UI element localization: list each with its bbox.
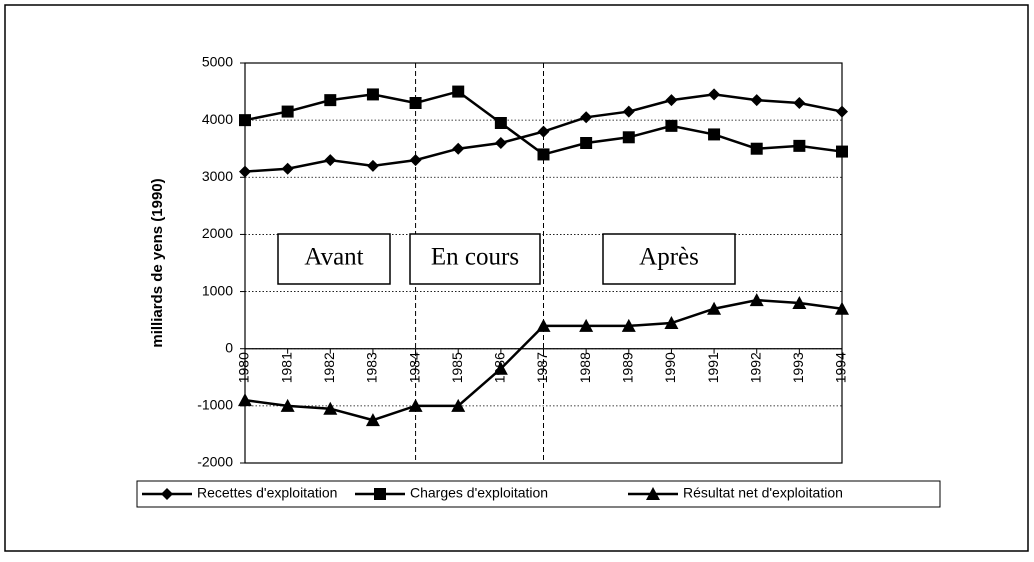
x-tick-label: 1989	[619, 352, 635, 383]
annotation-box	[277, 233, 391, 285]
marker	[835, 301, 849, 315]
marker	[366, 159, 379, 172]
marker	[281, 162, 294, 175]
marker	[494, 117, 507, 129]
x-tick-label: 1987	[534, 352, 550, 383]
marker	[451, 398, 466, 412]
marker	[793, 97, 806, 109]
marker	[836, 105, 848, 118]
legend-label: Résultat net d'exploitation	[683, 485, 843, 501]
x-tick-label: 1990	[662, 352, 678, 383]
y-tick-label: 0	[225, 339, 233, 355]
annotation-box	[602, 233, 736, 285]
annotation: Avant	[304, 244, 363, 271]
marker	[749, 293, 764, 307]
marker	[366, 88, 379, 101]
y-tick-label: 1000	[202, 282, 233, 298]
y-tick-label: -1000	[197, 397, 233, 413]
marker	[664, 316, 679, 329]
marker	[579, 318, 594, 332]
marker	[665, 94, 678, 107]
annotation: En cours	[431, 244, 519, 271]
chart-frame	[4, 4, 1029, 552]
legend-frame	[136, 480, 941, 508]
y-tick-label: -2000	[197, 454, 233, 470]
marker	[708, 128, 721, 141]
x-tick-label: 1982	[321, 352, 337, 383]
marker	[750, 94, 763, 107]
marker	[750, 142, 763, 155]
y-tick-label: 3000	[202, 168, 233, 184]
marker	[708, 88, 721, 101]
x-tick-label: 1985	[449, 352, 465, 383]
marker	[792, 296, 807, 309]
marker	[665, 119, 678, 132]
marker	[281, 105, 294, 118]
y-axis-label: milliards de yens (1990)	[149, 178, 166, 347]
marker	[537, 148, 550, 161]
marker	[621, 318, 636, 332]
marker	[493, 361, 508, 375]
legend-label: Recettes d'exploitation	[197, 485, 337, 501]
x-tick-label: 1994	[833, 352, 849, 383]
marker	[622, 131, 635, 144]
marker	[323, 401, 338, 415]
marker	[536, 318, 551, 332]
marker	[707, 301, 722, 315]
marker	[452, 85, 465, 98]
x-tick-label: 1981	[278, 352, 294, 383]
annotation-box	[409, 233, 541, 285]
y-tick-label: 4000	[202, 111, 233, 127]
y-tick-label: 5000	[202, 54, 233, 70]
marker	[365, 413, 380, 427]
marker	[239, 165, 251, 178]
x-tick-label: 1991	[705, 352, 721, 383]
marker	[580, 111, 593, 124]
legend-item: Résultat net d'exploitation	[628, 485, 843, 501]
annotation: Après	[639, 244, 699, 271]
marker	[408, 398, 423, 412]
marker	[374, 488, 386, 500]
x-tick-label: 1988	[577, 352, 593, 383]
marker	[409, 154, 422, 167]
marker	[239, 114, 251, 127]
marker	[452, 142, 465, 155]
x-tick-label: 1984	[406, 352, 422, 383]
marker	[161, 488, 173, 500]
marker	[280, 398, 295, 412]
marker	[238, 393, 252, 407]
marker	[836, 145, 848, 158]
legend-label: Charges d'exploitation	[410, 485, 548, 501]
marker	[646, 487, 660, 500]
x-tick-label: 1993	[790, 352, 806, 383]
marker	[494, 137, 507, 149]
y-tick-label: 2000	[202, 225, 233, 241]
x-tick-label: 1980	[236, 352, 252, 383]
marker	[324, 154, 337, 167]
legend-item: Charges d'exploitation	[355, 485, 548, 501]
marker	[580, 137, 593, 149]
marker	[622, 105, 635, 118]
legend-item: Recettes d'exploitation	[142, 485, 337, 501]
marker	[793, 139, 806, 152]
marker	[324, 94, 337, 107]
x-tick-label: 1983	[364, 352, 380, 383]
x-tick-label: 1992	[747, 352, 763, 383]
marker	[537, 125, 550, 138]
marker	[409, 97, 422, 109]
